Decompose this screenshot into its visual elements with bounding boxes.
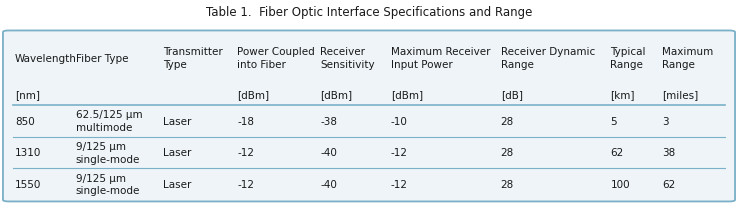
Text: -12: -12 [391,148,408,158]
Text: 1550: 1550 [15,179,41,189]
Text: 9/125 μm
single-mode: 9/125 μm single-mode [75,141,140,164]
Text: Wavelength: Wavelength [15,53,77,63]
Text: 5: 5 [610,116,617,126]
Text: [miles]: [miles] [663,90,699,100]
Text: Receiver Dynamic
Range: Receiver Dynamic Range [500,47,595,70]
Text: 28: 28 [500,116,514,126]
Text: 62: 62 [663,179,676,189]
Text: Power Coupled
into Fiber: Power Coupled into Fiber [238,47,315,70]
Text: Table 1.  Fiber Optic Interface Specifications and Range: Table 1. Fiber Optic Interface Specifica… [206,6,532,19]
Text: -40: -40 [320,148,337,158]
Text: 62: 62 [610,148,624,158]
Text: Maximum
Range: Maximum Range [663,47,714,70]
Text: [nm]: [nm] [15,90,40,100]
Text: Typical
Range: Typical Range [610,47,646,70]
Text: Maximum Receiver
Input Power: Maximum Receiver Input Power [391,47,490,70]
Text: 3: 3 [663,116,669,126]
Text: Laser: Laser [163,116,191,126]
Text: 9/125 μm
single-mode: 9/125 μm single-mode [75,173,140,195]
Text: [dBm]: [dBm] [320,90,353,100]
Text: Laser: Laser [163,148,191,158]
Text: 62.5/125 μm
multimode: 62.5/125 μm multimode [75,110,142,133]
Text: 28: 28 [500,179,514,189]
Text: -12: -12 [238,148,255,158]
Text: 850: 850 [15,116,35,126]
Text: Laser: Laser [163,179,191,189]
Text: [km]: [km] [610,90,635,100]
Text: 1310: 1310 [15,148,41,158]
Text: -18: -18 [238,116,255,126]
Text: 100: 100 [610,179,630,189]
Text: Fiber Type: Fiber Type [75,53,128,63]
Text: [dBm]: [dBm] [391,90,423,100]
Text: -12: -12 [238,179,255,189]
Text: [dBm]: [dBm] [238,90,269,100]
Text: Receiver
Sensitivity: Receiver Sensitivity [320,47,375,70]
Text: 28: 28 [500,148,514,158]
Text: -40: -40 [320,179,337,189]
Text: -12: -12 [391,179,408,189]
Text: 38: 38 [663,148,676,158]
Text: -38: -38 [320,116,337,126]
Text: [dB]: [dB] [500,90,523,100]
Text: Transmitter
Type: Transmitter Type [163,47,223,70]
Text: -10: -10 [391,116,408,126]
